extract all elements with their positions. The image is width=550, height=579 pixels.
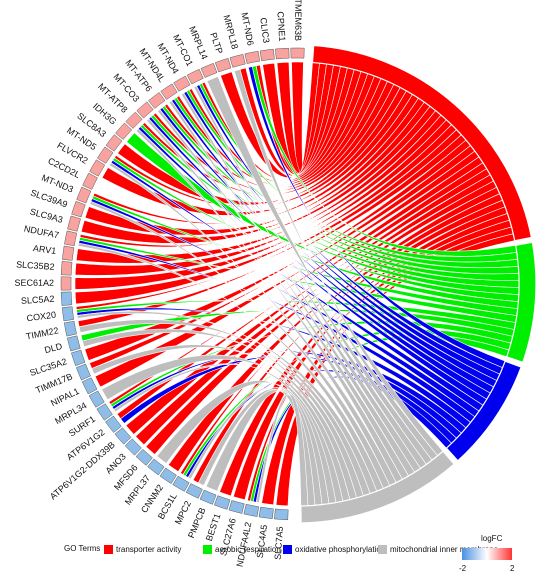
gene-box-slc4a5 — [258, 506, 274, 519]
legend-swatch-transporter — [104, 545, 113, 554]
term-arc-oxidative-phosphorylation — [445, 360, 522, 462]
gene-box-ndufa7 — [64, 230, 78, 247]
gene-box-atp6v1g2 — [105, 415, 122, 433]
gene-box-best1 — [213, 495, 231, 510]
legend-label-oxphos: oxidative phosphorylation — [295, 545, 385, 554]
gene-box-mrpl14 — [200, 62, 218, 78]
gene-label-slc35b2: SLC35B2 — [16, 259, 55, 272]
gene-box-ano3 — [124, 438, 142, 456]
logfc-colorbar: logFC -2 2 — [459, 534, 515, 573]
gene-box-idh3g — [115, 122, 133, 140]
gene-box-cnnm2 — [159, 467, 177, 484]
gene-label-sec61a2: SEC61A2 — [14, 278, 54, 288]
gene-box-pltp — [214, 57, 232, 73]
gene-label-slc9a3: SLC9A3 — [29, 206, 64, 224]
gene-box-slc9a3 — [67, 215, 81, 232]
gene-label-arv1: ARV1 — [32, 243, 56, 256]
gene-box-slc7a5 — [274, 508, 289, 521]
gene-label-tmem63b: TMEM63B — [293, 0, 303, 41]
gene-box-mt-atp8 — [125, 111, 143, 129]
gene-box-mrpl34 — [88, 390, 105, 408]
colorbar-gradient — [462, 548, 512, 560]
gene-box-pmpcb — [199, 489, 217, 505]
gene-box-slc35a2 — [70, 349, 86, 367]
gene-box-mt-nd5 — [97, 146, 114, 164]
gene-label-mt-nd6: MT-ND6 — [239, 12, 255, 47]
gene-box-dld — [66, 335, 81, 352]
gene-label-slc5a2: SLC5A2 — [21, 294, 55, 306]
term-arc-aerobic-respiration — [505, 241, 537, 364]
gene-label-dld: DLD — [43, 341, 63, 355]
gene-box-slc27a6 — [228, 500, 245, 514]
gene-box-nipal1 — [81, 377, 98, 395]
gene-label-clic3: CLIC3 — [258, 17, 271, 44]
colorbar-title: logFC — [481, 534, 503, 543]
gene-box-mt-nd4l — [160, 83, 178, 100]
gene-box-slc35b2 — [60, 261, 73, 276]
gene-box-mrpl18 — [229, 53, 246, 68]
legend-title: GO Terms — [64, 544, 100, 553]
term-arc-transporter-activity — [311, 44, 533, 242]
gene-box-sec61a2 — [60, 276, 72, 291]
gene-box-mt-co3 — [136, 101, 154, 119]
gene-box-mfsd6 — [135, 448, 153, 466]
gene-box-flvcr2 — [89, 159, 106, 177]
gene-box-cpne1 — [275, 47, 290, 60]
gene-box-mt-nd3 — [76, 186, 92, 204]
gene-box-mrpl37 — [147, 458, 165, 476]
gene-box-layer — [60, 47, 305, 521]
legend-label-aerobic: aerobic respiration — [215, 545, 281, 554]
gene-box-mt-atp6 — [148, 92, 166, 109]
gene-box-ndufa4l2 — [243, 503, 260, 517]
gene-box-slc39a9 — [71, 200, 86, 218]
gene-box-surf1 — [96, 403, 113, 421]
gene-box-mt-nd6 — [244, 50, 261, 64]
term-arc-layer — [300, 44, 537, 524]
gene-label-mrpl18: MRPL18 — [221, 14, 240, 50]
gene-box-slc8a3 — [105, 134, 123, 152]
gene-label-best1: BEST1 — [204, 512, 223, 542]
gene-box-timm22 — [63, 320, 77, 337]
gene-box-cox20 — [61, 306, 75, 322]
gene-box-slc5a2 — [60, 291, 73, 306]
gene-box-bcs1l — [172, 475, 190, 492]
gene-box-mt-co1 — [186, 68, 204, 85]
gene-box-arv1 — [62, 245, 75, 261]
legend-swatch-oxphos — [283, 545, 292, 554]
gene-box-timm17b — [75, 363, 91, 381]
colorbar-max-label: 2 — [510, 564, 515, 573]
gene-label-cpne1: CPNE1 — [275, 11, 287, 42]
legend-label-transporter: transporter activity — [116, 545, 181, 554]
gene-box-mpc2 — [185, 483, 203, 499]
colorbar-min-label: -2 — [459, 564, 467, 573]
gene-label-timm22: TIMM22 — [25, 325, 59, 341]
gene-label-slc7a5: SLC7A5 — [273, 526, 285, 560]
legend: GO Terms transporter activity aerobic re… — [64, 544, 499, 554]
gene-box-c2cd2l — [82, 172, 98, 190]
legend-swatch-mito-inner — [378, 545, 387, 554]
gene-label-ndufa7: NDUFA7 — [23, 224, 60, 241]
gene-label-cox20: COX20 — [26, 310, 57, 324]
gene-label-pltp: PLTP — [208, 31, 224, 55]
gene-label-slc4a5: SLC4A5 — [255, 524, 269, 559]
ribbon-layer — [74, 61, 520, 507]
gene-box-atp6v1g2-ddx39b — [114, 427, 132, 445]
gene-box-mt-nd4 — [173, 75, 191, 92]
gene-box-clic3 — [259, 48, 275, 62]
term-arc-mitochondrial-inner-membrane — [300, 450, 456, 524]
gene-label-mpc2: MPC2 — [173, 499, 193, 526]
legend-label-mito-inner: mitochondrial inner membrane — [390, 545, 499, 554]
legend-swatch-aerobic — [203, 545, 212, 554]
gene-box-tmem63b — [290, 47, 305, 59]
